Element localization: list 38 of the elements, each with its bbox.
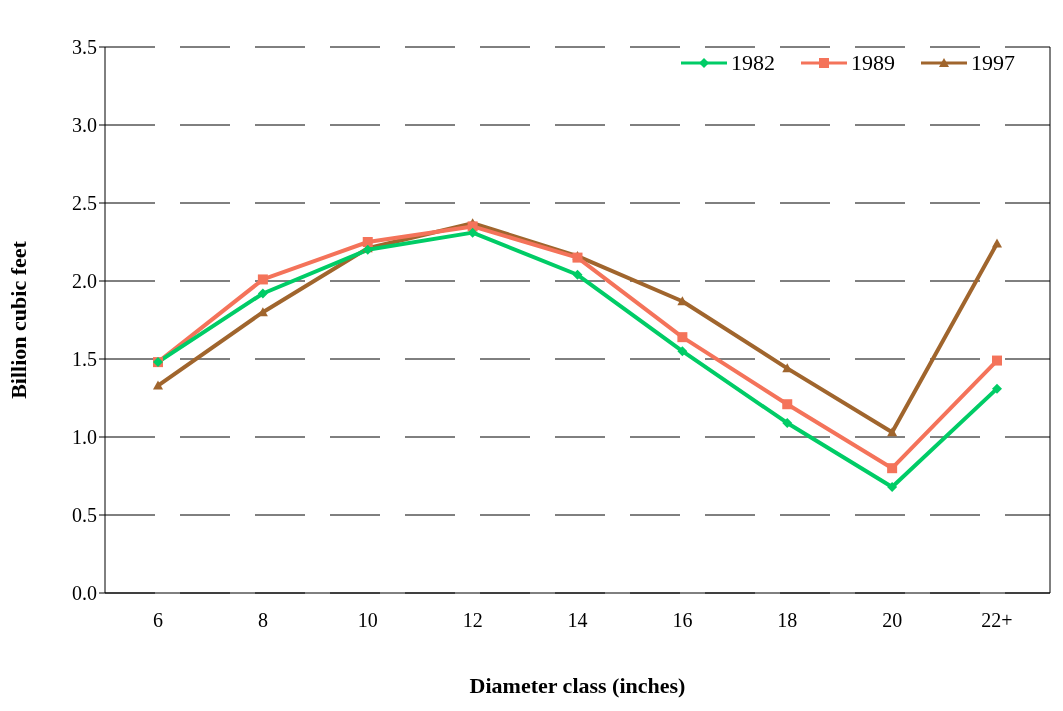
x-tick-label: 10 (357, 609, 378, 632)
y-tick-label: 3.0 (72, 114, 97, 137)
point (153, 380, 163, 390)
y-tick-label: 2.0 (72, 270, 97, 293)
point (572, 269, 583, 280)
point (887, 481, 898, 492)
y-axis-title: Billion cubic feet (5, 240, 31, 399)
y-tick-label: 1.5 (72, 348, 97, 371)
point (677, 346, 688, 357)
point (992, 238, 1002, 248)
point (782, 399, 793, 410)
y-tick-label: 3.5 (72, 36, 97, 59)
point (677, 332, 688, 343)
point (992, 383, 1002, 394)
point (887, 463, 898, 474)
point (362, 237, 373, 247)
point (782, 417, 793, 428)
point (992, 355, 1002, 366)
legend-label: 1997 (971, 50, 1015, 76)
y-tick-label: 0.5 (72, 504, 97, 527)
y-tick-label: 2.5 (72, 192, 97, 215)
point (887, 427, 898, 437)
x-tick-label: 18 (777, 609, 798, 632)
x-tick-label: 12 (462, 609, 483, 632)
point (257, 288, 268, 299)
point (257, 274, 268, 285)
x-tick-label: 8 (257, 609, 268, 632)
x-axis-title: Diameter class (inches) (469, 673, 686, 698)
y-tick-label: 0.0 (72, 582, 97, 605)
point (467, 227, 478, 238)
x-tick-label: 20 (882, 609, 903, 632)
x-tick-label: 6 (153, 609, 163, 632)
x-tick-label: 14 (567, 609, 588, 632)
legend-label: 1982 (731, 50, 775, 76)
legend-label: 1989 (851, 50, 895, 76)
x-tick-label: 22+ (981, 609, 1013, 632)
y-tick-label: 1.0 (72, 426, 97, 449)
x-tick-label: 16 (672, 609, 693, 632)
